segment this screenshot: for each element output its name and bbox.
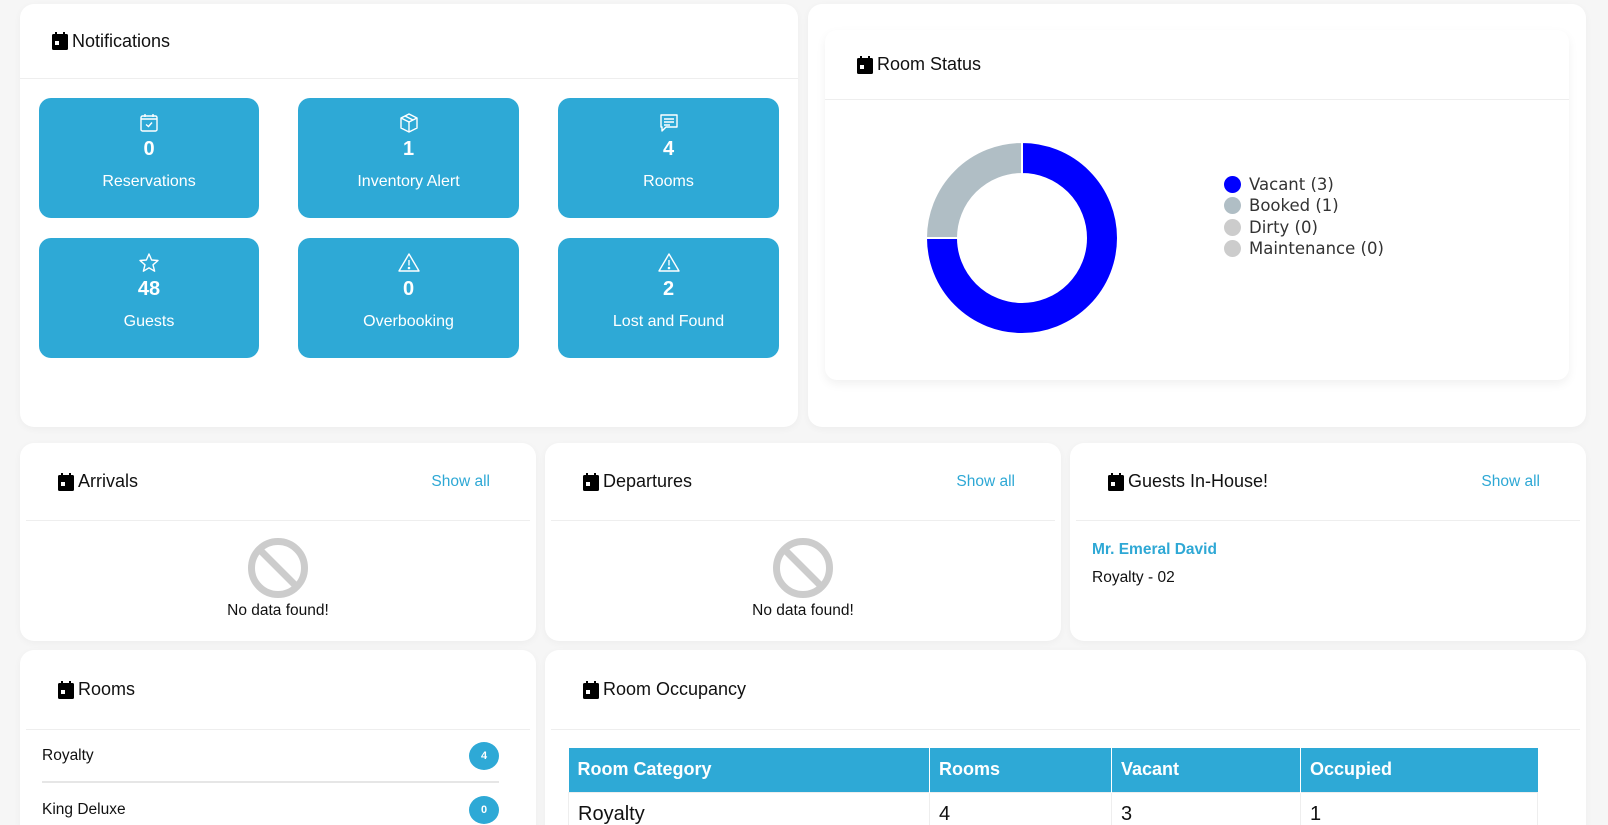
tile-count: 1 <box>402 138 415 160</box>
tile-count: 0 <box>143 138 155 160</box>
box-icon <box>398 112 420 134</box>
tile-count: 0 <box>402 278 415 300</box>
calendar-icon <box>1108 472 1124 491</box>
legend-item-booked[interactable]: Booked (1) <box>1224 195 1384 216</box>
room-status-container: Room Status Vacant (3) Booked (1) Dirty … <box>808 4 1586 427</box>
warning-icon <box>397 252 420 274</box>
legend-item-maintenance[interactable]: Maintenance (0) <box>1224 238 1384 259</box>
departures-empty-state: No data found! <box>545 521 1061 620</box>
room-status-card: Room Status Vacant (3) Booked (1) Dirty … <box>825 30 1569 380</box>
arrivals-empty-state: No data found! <box>20 521 536 620</box>
notifications-title: Notifications <box>52 31 170 52</box>
tile-guests[interactable]: 48 Guests <box>39 238 259 358</box>
column-header-room-category: Room Category <box>568 748 930 792</box>
calendar-icon <box>583 472 599 491</box>
tile-reservations[interactable]: 0 Reservations <box>39 98 259 218</box>
tile-inventory-alert[interactable]: 1 Inventory Alert <box>298 98 519 218</box>
departures-show-all-link[interactable]: Show all <box>956 472 1015 490</box>
cell-room-category: Royalty <box>568 791 930 825</box>
legend-swatch <box>1224 218 1241 236</box>
notifications-card: Notifications 0 Reservations 1 Inventory… <box>20 4 798 427</box>
no-data-message: No data found! <box>227 602 329 619</box>
departures-header: Departures Show all <box>551 443 1055 521</box>
room-count-badge: 0 <box>469 795 499 824</box>
donut-segment-booked[interactable] <box>924 140 1023 239</box>
calendar-icon <box>52 32 68 50</box>
room-status-donut-chart[interactable] <box>924 140 1119 335</box>
guests-in-house-card: Guests In-House! Show all Mr. Emeral Dav… <box>1070 443 1586 641</box>
departures-card: Departures Show all No data found! <box>545 443 1061 641</box>
tile-label: Reservations <box>102 173 196 190</box>
tile-label: Guests <box>123 313 175 330</box>
guest-name-link[interactable]: Mr. Emeral David <box>1092 541 1217 558</box>
no-data-message: No data found! <box>752 602 854 619</box>
rooms-list: Royalty 4 King Deluxe 0 <box>20 730 536 825</box>
star-icon <box>138 252 160 274</box>
calendar-icon <box>58 680 74 699</box>
arrivals-header: Arrivals Show all <box>26 443 530 521</box>
legend-item-dirty[interactable]: Dirty (0) <box>1224 217 1384 238</box>
table-header-row: Room Category Rooms Vacant Occupied <box>568 748 1538 792</box>
legend-swatch <box>1224 197 1241 215</box>
legend-swatch <box>1224 176 1241 194</box>
departures-title: Departures <box>583 471 692 492</box>
message-icon <box>658 112 680 134</box>
room-occupancy-title: Room Occupancy <box>583 679 746 700</box>
tile-count: 2 <box>662 278 675 300</box>
room-count-badge: 4 <box>469 741 499 770</box>
room-occupancy-table: Room Category Rooms Vacant Occupied Roya… <box>568 748 1538 825</box>
tile-count: 48 <box>137 278 161 300</box>
calendar-icon <box>857 55 873 74</box>
rooms-card: Rooms Royalty 4 King Deluxe 0 <box>20 650 536 825</box>
rooms-header: Rooms <box>26 650 530 730</box>
no-data-icon <box>247 537 309 599</box>
legend-item-vacant[interactable]: Vacant (3) <box>1224 174 1384 195</box>
tile-label: Rooms <box>643 173 694 190</box>
no-data-icon <box>772 537 834 599</box>
room-occupancy-card: Room Occupancy Room Category Rooms Vacan… <box>545 650 1586 825</box>
cell-occupied: 1 <box>1300 791 1538 825</box>
calendar-icon <box>58 472 74 491</box>
room-status-legend: Vacant (3) Booked (1) Dirty (0) Maintena… <box>1224 174 1384 259</box>
calendar-check-icon <box>138 112 160 134</box>
column-header-rooms: Rooms <box>929 748 1112 792</box>
arrivals-card: Arrivals Show all No data found! <box>20 443 536 641</box>
tile-rooms[interactable]: 4 Rooms <box>558 98 779 218</box>
tile-overbooking[interactable]: 0 Overbooking <box>298 238 519 358</box>
room-status-header: Room Status <box>825 30 1569 100</box>
room-occupancy-header: Room Occupancy <box>551 650 1580 730</box>
tile-label: Inventory Alert <box>357 173 460 190</box>
tile-label: Overbooking <box>363 313 454 330</box>
tile-lost-and-found[interactable]: 2 Lost and Found <box>558 238 779 358</box>
guests-in-house-show-all-link[interactable]: Show all <box>1481 472 1540 490</box>
rooms-title: Rooms <box>58 679 135 700</box>
guest-room: Royalty - 02 <box>1092 569 1175 586</box>
cell-rooms: 4 <box>929 791 1112 825</box>
table-row: Royalty 4 3 1 <box>568 791 1538 825</box>
notifications-header: Notifications <box>20 4 798 79</box>
donut-segment-vacant[interactable] <box>924 140 1119 335</box>
warning-icon <box>657 252 680 274</box>
cell-vacant: 3 <box>1111 791 1301 825</box>
room-category-name: King Deluxe <box>42 800 126 818</box>
room-status-title: Room Status <box>857 54 981 75</box>
room-category-name: Royalty <box>42 746 94 764</box>
guest-list-item: Mr. Emeral David Royalty - 02 <box>1070 521 1586 587</box>
notification-tiles: 0 Reservations 1 Inventory Alert 4 Rooms… <box>39 98 779 358</box>
arrivals-show-all-link[interactable]: Show all <box>431 472 490 490</box>
guests-in-house-title: Guests In-House! <box>1108 471 1268 492</box>
tile-count: 4 <box>662 138 675 160</box>
room-list-item[interactable]: King Deluxe 0 <box>42 783 499 825</box>
room-list-item[interactable]: Royalty 4 <box>42 730 499 783</box>
tile-label: Lost and Found <box>612 313 725 330</box>
arrivals-title: Arrivals <box>58 471 138 492</box>
column-header-occupied: Occupied <box>1300 748 1538 792</box>
column-header-vacant: Vacant <box>1111 748 1301 792</box>
guests-in-house-header: Guests In-House! Show all <box>1076 443 1580 521</box>
legend-swatch <box>1224 240 1241 258</box>
calendar-icon <box>583 680 599 699</box>
